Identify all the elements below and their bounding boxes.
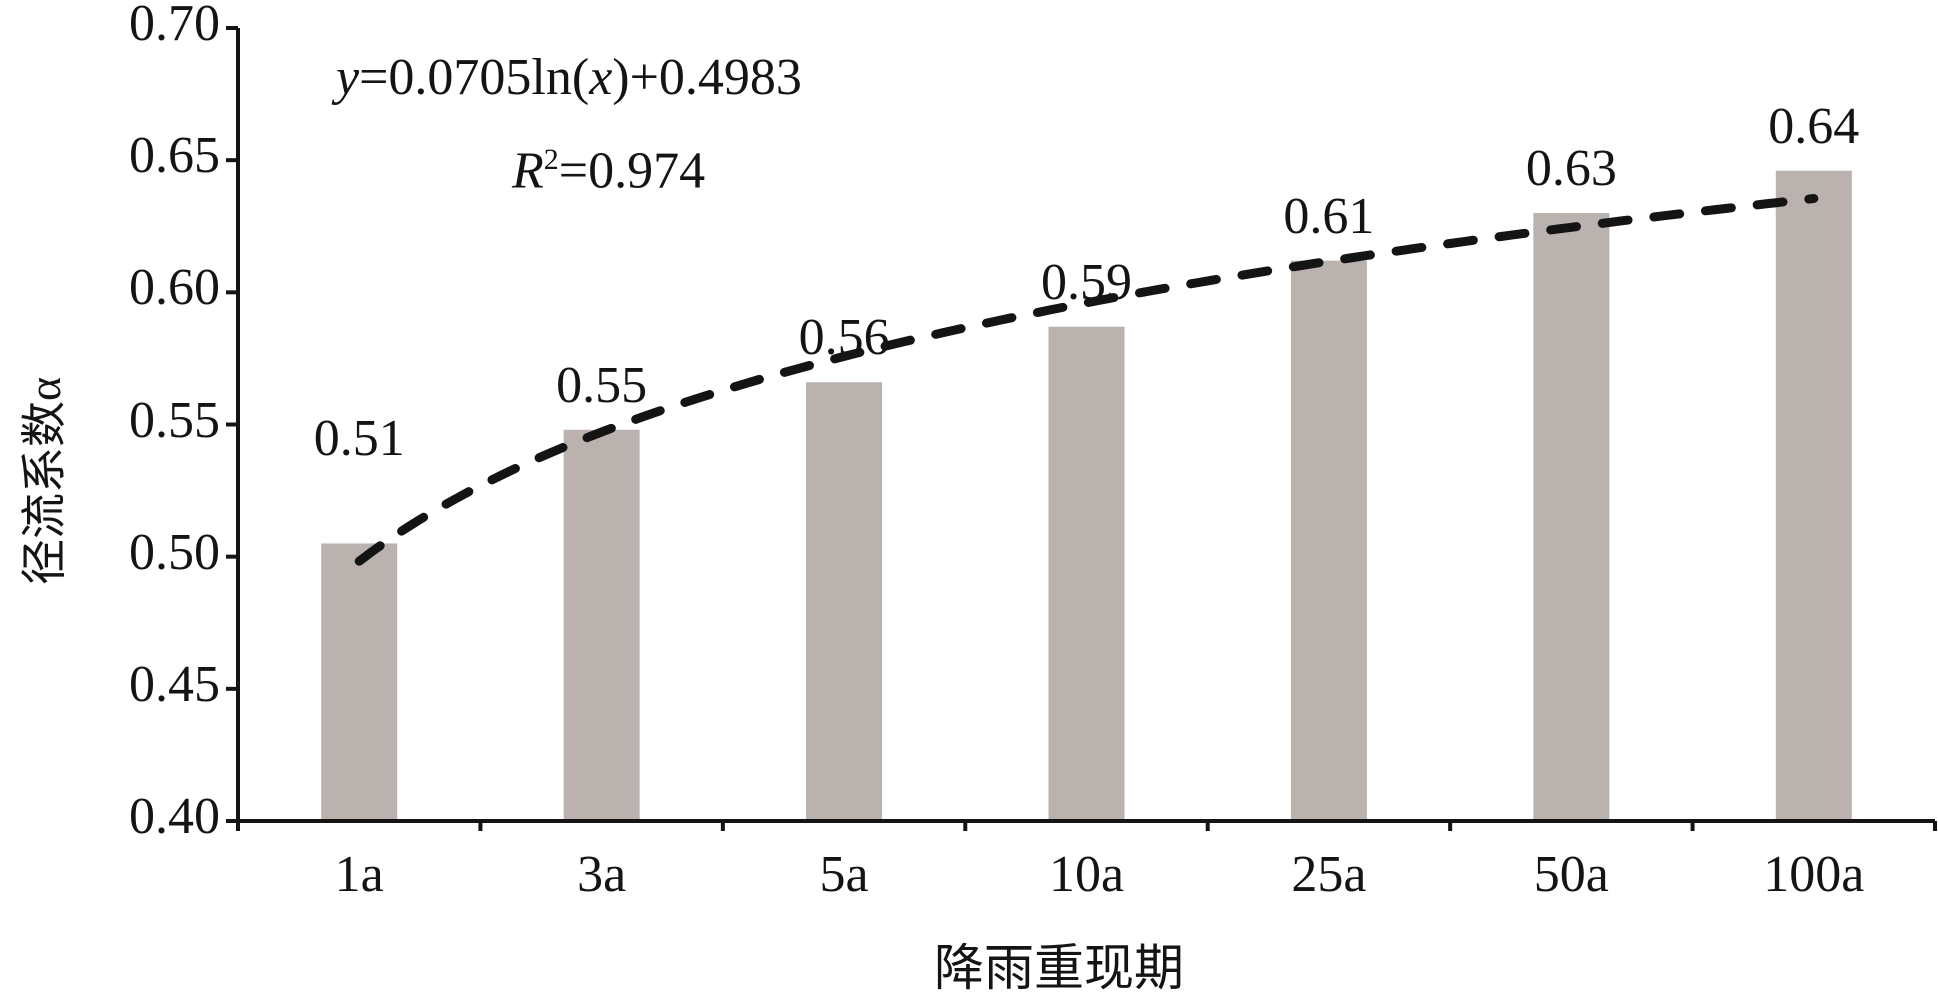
bar-10a: [1048, 326, 1125, 821]
bar-value-label: 0.51: [313, 410, 405, 468]
y-tick-label: 0.60: [129, 259, 220, 317]
y-tick-label: 0.55: [129, 391, 220, 449]
x-tick-label: 3a: [577, 846, 627, 903]
y-tick-label: 0.45: [129, 655, 220, 713]
y-tick-label: 0.65: [129, 127, 220, 185]
eq-y: y: [336, 49, 360, 106]
bar-3a: [563, 429, 640, 821]
trendline-equation: y=0.0705ln(x)+0.4983: [336, 50, 802, 106]
x-tick-label: 100a: [1763, 846, 1865, 903]
r-value: =0.974: [558, 142, 706, 200]
bar-100a: [1775, 170, 1852, 822]
bar-25a: [1290, 260, 1367, 821]
bar-value-label: 0.64: [1768, 97, 1860, 155]
bar-1a: [321, 543, 398, 821]
x-tick-label: 25a: [1291, 846, 1367, 903]
x-tick-label: 10a: [1048, 846, 1125, 903]
bar-5a: [806, 382, 883, 821]
y-axis-title: 径流系数α: [19, 376, 70, 585]
bar-value-label: 0.59: [1041, 253, 1132, 311]
eq-x: x: [589, 49, 613, 106]
x-tick-label: 50a: [1533, 846, 1609, 903]
y-tick-label: 0.50: [129, 523, 220, 581]
x-tick-label: 1a: [334, 846, 384, 903]
bar-value-label: 0.63: [1525, 140, 1617, 198]
eq-mid: =0.0705ln(: [359, 49, 590, 106]
y-tick-label: 0.70: [129, 0, 220, 52]
bar-value-label: 0.55: [556, 356, 648, 414]
eq-tail: )+0.4983: [612, 49, 802, 106]
bar-value-label: 0.56: [798, 309, 890, 367]
bar-50a: [1533, 213, 1610, 822]
y-tick-label: 0.40: [129, 788, 220, 845]
trendline: [354, 194, 1819, 566]
x-axis-title: 降雨重现期: [934, 940, 1184, 996]
r-symbol: R: [512, 142, 544, 200]
bar-value-label: 0.61: [1283, 187, 1375, 245]
r-exponent: 2: [543, 143, 559, 176]
x-tick-label: 5a: [819, 846, 869, 903]
r-squared-label: R2=0.974: [512, 132, 705, 199]
